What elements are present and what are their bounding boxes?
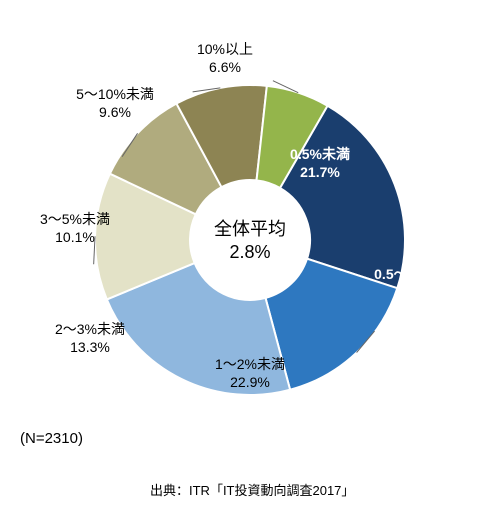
slice-label-value: 6.6% xyxy=(170,58,280,76)
slice-label: 10%以上6.6% xyxy=(170,40,280,76)
slice-label-value: 9.6% xyxy=(60,103,170,121)
slice-label-value: 13.3% xyxy=(35,338,145,356)
slice-label: 0.5%未満21.7% xyxy=(265,145,375,181)
slice-label-value: 15.8% xyxy=(360,283,470,301)
source-citation: 出典：ITR「IT投資動向調査2017」 xyxy=(150,480,354,499)
center-title: 全体平均 xyxy=(0,218,500,241)
slice-label-name: 0.5～1%未満 xyxy=(360,265,470,283)
slice-label-name: 10%以上 xyxy=(170,40,280,58)
slice-label-value: 21.7% xyxy=(265,163,375,181)
slice-label: 1～2%未満22.9% xyxy=(195,355,305,391)
slice-label-name: 2～3%未満 xyxy=(35,320,145,338)
slice-label: 5～10%未満9.6% xyxy=(60,85,170,121)
slice-label: 2～3%未満13.3% xyxy=(35,320,145,356)
slice-label-name: 1～2%未満 xyxy=(195,355,305,373)
slice-label: 0.5～1%未満15.8% xyxy=(360,265,470,301)
slice-label-value: 22.9% xyxy=(195,373,305,391)
slice-label-name: 0.5%未満 xyxy=(265,145,375,163)
center-label: 全体平均 2.8% xyxy=(0,218,500,265)
center-value: 2.8% xyxy=(0,241,500,264)
sample-size: (N=2310) xyxy=(20,430,83,447)
pie-chart: 0.5%未満21.7% 0.5～1%未満15.8% 1～2%未満22.9% 2～3%未… xyxy=(0,0,500,502)
slice-label-name: 5～10%未満 xyxy=(60,85,170,103)
